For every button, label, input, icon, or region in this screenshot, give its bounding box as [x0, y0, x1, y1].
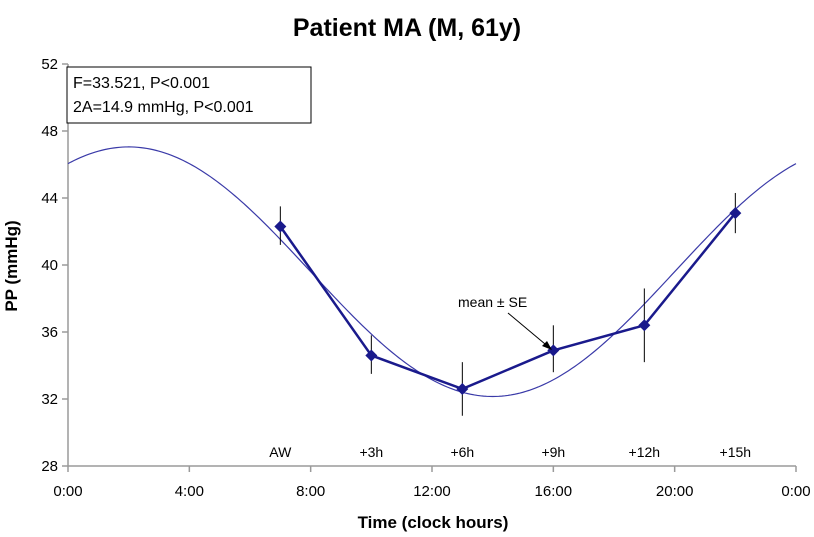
- annotation-arrow: [507, 312, 552, 350]
- annotation-text: mean ± SE: [458, 294, 527, 310]
- phase-label: AW: [269, 444, 292, 460]
- phase-label: +15h: [720, 444, 752, 460]
- fitted-curve: [67, 146, 797, 398]
- y-tick-label: 28: [41, 458, 58, 475]
- data-point: [729, 207, 742, 220]
- observed-series-line: [279, 212, 737, 391]
- y-tick-label: 32: [41, 391, 58, 408]
- x-axis-title: Time (clock hours): [358, 513, 509, 532]
- y-tick-label: 52: [41, 56, 58, 73]
- chart-title: Patient MA (M, 61y): [293, 14, 521, 42]
- y-tick-label: 44: [41, 190, 58, 207]
- plot-area: 28 32 36 40 44 48 52 0:00 4:00 8:00 12:00 16:00 20:…: [41, 56, 810, 500]
- x-tick-label: 4:00: [175, 483, 204, 500]
- y-tick-label: 40: [41, 257, 58, 274]
- y-tick-label: 48: [41, 123, 58, 140]
- phase-label: +9h: [541, 444, 565, 460]
- stats-box-frame: [66, 66, 312, 124]
- phase-label: +6h: [450, 444, 474, 460]
- phase-label: +12h: [629, 444, 661, 460]
- data-point: [638, 319, 651, 332]
- x-ticks: 0:00 4:00 8:00 12:00 16:00 20:00 0:00: [53, 466, 811, 500]
- stats-line-amplitude: 2A=14.9 mmHg, P<0.001: [73, 99, 254, 116]
- x-tick-label: 0:00: [53, 483, 82, 500]
- data-point: [365, 349, 378, 362]
- phase-label: +3h: [359, 444, 383, 460]
- phase-labels: AW +3h +6h +9h +12h +15h: [269, 444, 751, 460]
- y-axis-title: PP (mmHg): [2, 220, 21, 311]
- x-tick-label: 8:00: [296, 483, 325, 500]
- x-tick-label: 16:00: [535, 483, 573, 500]
- x-tick-label: 12:00: [413, 483, 451, 500]
- data-point: [274, 220, 287, 233]
- stats-box: F=33.521, P<0.001 2A=14.9 mmHg, P<0.001: [66, 66, 312, 124]
- mean-se-annotation: mean ± SE: [458, 294, 552, 350]
- x-tick-label: 0:00: [781, 483, 810, 500]
- y-ticks: 28 32 36 40 44 48 52: [41, 56, 68, 475]
- y-tick-label: 36: [41, 324, 58, 341]
- data-point: [456, 382, 469, 395]
- observed-series-markers: [274, 207, 742, 395]
- stats-line-f: F=33.521, P<0.001: [73, 75, 210, 92]
- x-tick-label: 20:00: [656, 483, 694, 500]
- annotation-arrowhead: [542, 341, 552, 350]
